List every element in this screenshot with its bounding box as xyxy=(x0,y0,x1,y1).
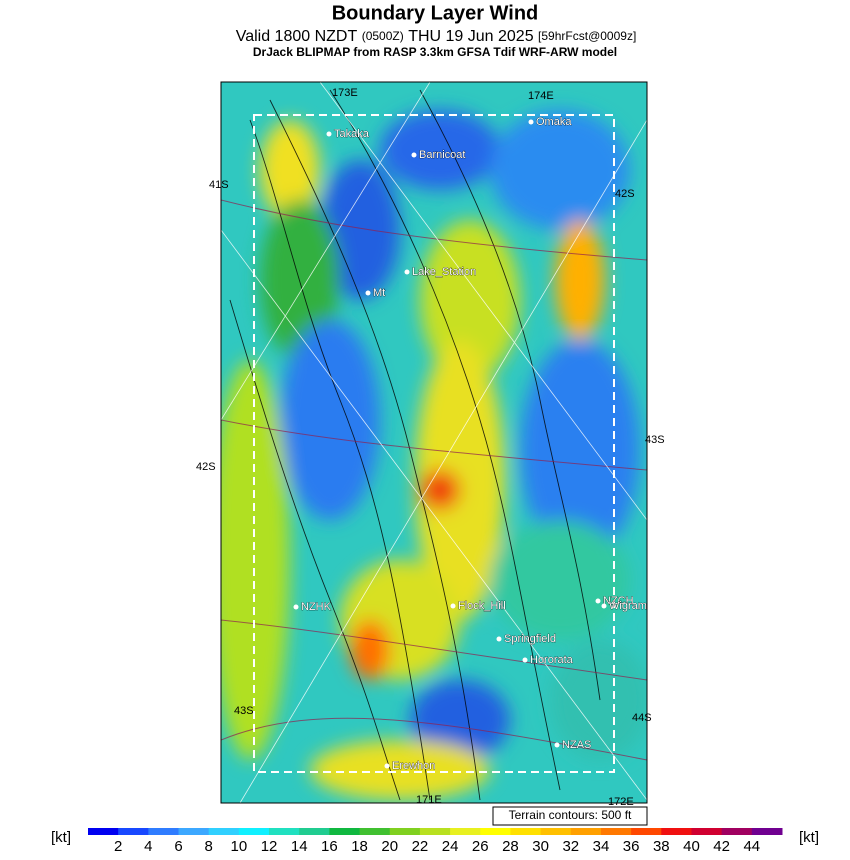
grid-label: 41S xyxy=(209,179,229,191)
zulu: (0500Z) xyxy=(362,29,404,43)
color-swatch xyxy=(540,828,572,835)
map-frame xyxy=(220,81,648,804)
color-swatch xyxy=(329,828,361,835)
colorbar-label: 42 xyxy=(713,838,730,855)
place-label: Takaka xyxy=(334,128,370,140)
place-label: Erewhon xyxy=(392,760,435,772)
colorbar-label: 34 xyxy=(593,838,610,855)
place-dot xyxy=(595,598,601,604)
place-label: NZAS xyxy=(562,739,591,751)
place-label: Flock_Hill xyxy=(458,600,506,612)
colorbar-label: 40 xyxy=(683,838,700,855)
place-dot xyxy=(384,763,390,769)
grid-label: 173E xyxy=(332,87,358,99)
colorbar-label: 32 xyxy=(562,838,579,855)
grid-label: 42S xyxy=(196,461,216,473)
place-dot xyxy=(365,290,371,296)
color-swatch xyxy=(600,828,632,835)
color-swatch xyxy=(480,828,511,835)
grid-label: 172E xyxy=(608,796,634,808)
map-field xyxy=(221,82,647,803)
colorbar-label: 14 xyxy=(291,838,308,855)
place-dot xyxy=(450,603,456,609)
color-swatch xyxy=(721,828,753,835)
grid-label: 43S xyxy=(645,434,665,446)
colorbar-label: 38 xyxy=(653,838,670,855)
colorbar-label: 12 xyxy=(261,838,278,855)
color-swatch xyxy=(88,828,119,835)
color-swatch xyxy=(751,828,783,835)
note-box xyxy=(492,806,648,826)
place-label: Hororata xyxy=(530,654,574,666)
color-swatch xyxy=(419,828,451,835)
place-dot xyxy=(522,657,528,663)
place-dot xyxy=(528,119,534,125)
colorbar-label: 18 xyxy=(351,838,368,855)
place-dot xyxy=(411,152,417,158)
colorbar-label: 6 xyxy=(174,838,182,855)
place-dot xyxy=(404,269,410,275)
place-label: Springfield xyxy=(504,633,556,645)
color-swatch xyxy=(631,828,662,835)
place-label: Barnicoat xyxy=(419,149,465,161)
colorbar-label: 28 xyxy=(502,838,519,855)
colorbar-label: 24 xyxy=(442,838,459,855)
unit-right: [kt] xyxy=(799,829,819,846)
place-dot xyxy=(496,636,502,642)
colorbar-label: 44 xyxy=(743,838,760,855)
place-dot xyxy=(554,742,560,748)
colorbar-label: 4 xyxy=(144,838,152,855)
color-swatch xyxy=(570,828,602,835)
map-labels: 173E 174E 41S 42S 43S 42S 43S 44S 171E 172E Takaka… xyxy=(196,87,665,808)
color-swatch xyxy=(389,828,421,835)
color-swatch xyxy=(148,828,180,835)
color-swatch xyxy=(510,828,542,835)
grid-label: 43S xyxy=(234,705,254,717)
title: Boundary Layer Wind xyxy=(332,2,539,24)
grid-label: 174E xyxy=(528,90,554,102)
place-dot xyxy=(326,131,332,137)
colorbar-label: 8 xyxy=(205,838,213,855)
grid-label: 42S xyxy=(615,188,635,200)
place-label: Wigram xyxy=(609,600,647,612)
date: THU 19 Jun 2025 xyxy=(408,28,534,45)
color-swatch xyxy=(178,828,210,835)
color-swatch xyxy=(691,828,723,835)
colorbar-label: 26 xyxy=(472,838,489,855)
place-label: NZCH xyxy=(603,595,634,607)
place-label: Omaka xyxy=(536,116,572,128)
place-dot xyxy=(601,603,607,609)
forecast: [59hrFcst@0009z] xyxy=(538,29,636,43)
color-swatch xyxy=(299,828,330,835)
color-swatch xyxy=(208,828,240,835)
color-swatch xyxy=(269,828,300,835)
subtitle: Valid 1800 NZDT (0500Z) THU 19 Jun 2025 … xyxy=(236,28,637,45)
color-swatch xyxy=(238,828,270,835)
place-label: Lake_Station xyxy=(412,266,476,278)
color-swatch xyxy=(359,828,391,835)
place-dot xyxy=(293,604,299,610)
place-label: NZHK xyxy=(301,601,332,613)
colorbar-label: 10 xyxy=(231,838,248,855)
colorbar-label: 2 xyxy=(114,838,122,855)
colorbar-label: 20 xyxy=(381,838,398,855)
grid-label: 44S xyxy=(632,712,652,724)
model: DrJack BLIPMAP from RASP 3.3km GFSA Tdif… xyxy=(253,45,617,59)
color-swatch xyxy=(450,828,481,835)
unit-left: [kt] xyxy=(51,829,71,846)
grid-label: 171E xyxy=(416,794,442,806)
valid: Valid 1800 NZDT xyxy=(236,28,358,45)
place-label: Mt xyxy=(373,287,385,299)
color-swatch xyxy=(661,828,692,835)
colorbar: 2 4 6 8 10 12 14 16 18 20 22 24 26 28 30 32 34 36 38 40 42 44 xyxy=(88,828,783,855)
colorbar-label: 36 xyxy=(623,838,640,855)
color-swatch xyxy=(118,828,149,835)
colorbar-label: 22 xyxy=(412,838,429,855)
terrain-note: Terrain contours: 500 ft xyxy=(509,808,632,822)
colorbar-label: 30 xyxy=(532,838,549,855)
colorbar-label: 16 xyxy=(321,838,338,855)
